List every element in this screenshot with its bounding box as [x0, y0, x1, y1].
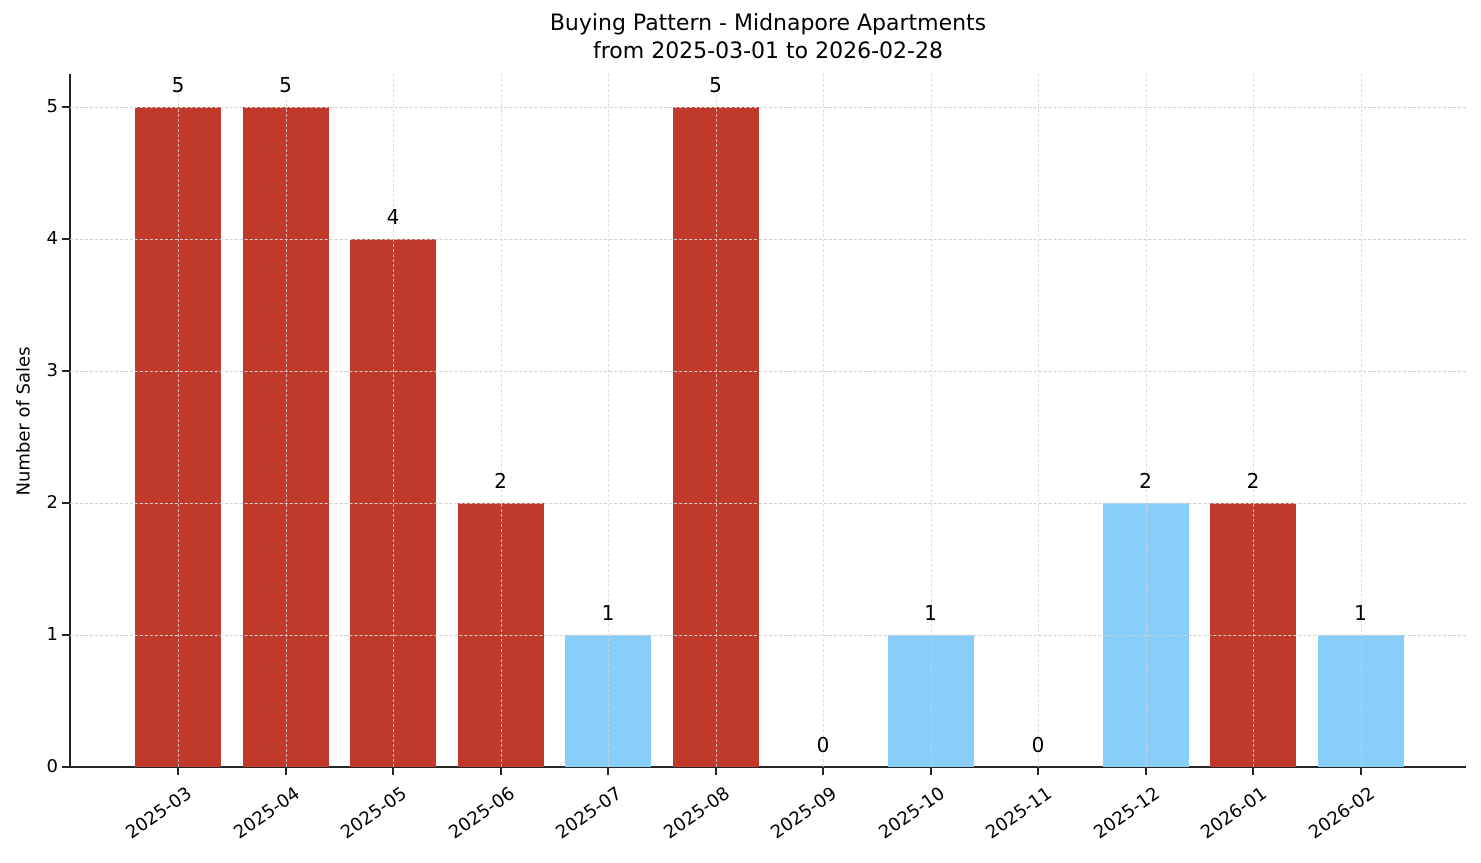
chart-subtitle: from 2025-03-01 to 2026-02-28	[593, 39, 943, 64]
x-gridline	[178, 74, 179, 767]
y-gridline	[70, 503, 1466, 504]
x-tick	[607, 768, 609, 775]
x-gridline	[823, 74, 824, 767]
y-tick-label: 4	[46, 228, 58, 249]
chart-title-line1: Buying Pattern - Midnapore Apartments	[549, 11, 987, 36]
y-gridline	[70, 239, 1466, 240]
x-tick-label: 2025-04	[229, 782, 304, 844]
bar-value-label: 1	[601, 601, 615, 625]
x-gridline	[1146, 74, 1147, 767]
x-tick-label: 2025-05	[337, 782, 411, 844]
x-tick-label: 2025-12	[1089, 782, 1164, 844]
x-tick	[1360, 768, 1362, 775]
x-gridline	[716, 74, 717, 767]
x-tick-label: 2026-01	[1197, 782, 1271, 844]
bar-2025-04	[242, 107, 329, 767]
y-gridline	[70, 635, 1466, 636]
x-tick-label: 2025-07	[552, 782, 626, 844]
bar-2025-08	[672, 107, 759, 767]
y-gridline	[70, 371, 1466, 372]
bar-value-label: 2	[1139, 469, 1152, 493]
y-gridline	[70, 107, 1466, 108]
x-gridline	[393, 74, 394, 767]
bar-value-label: 0	[1031, 733, 1045, 757]
y-tick	[62, 106, 69, 108]
x-tick-label: 2025-10	[874, 782, 949, 844]
x-tick	[177, 768, 179, 775]
x-tick-label: 2026-02	[1304, 782, 1379, 844]
bar-value-label: 4	[386, 205, 400, 229]
x-gridline	[1038, 74, 1039, 767]
y-tick-label: 1	[46, 624, 58, 645]
x-tick-label: 2025-08	[659, 782, 734, 844]
y-tick-label: 2	[46, 492, 58, 513]
x-tick-label: 2025-06	[444, 782, 519, 844]
bar-value-label: 1	[924, 601, 937, 625]
x-tick	[1037, 768, 1039, 775]
x-tick	[285, 768, 287, 775]
x-tick	[1145, 768, 1147, 775]
x-axis-line	[69, 766, 1466, 768]
y-axis-line	[69, 74, 71, 768]
x-gridline	[286, 74, 287, 767]
y-tick-label: 3	[46, 360, 58, 381]
bar-value-label: 0	[816, 733, 830, 757]
bar-value-label: 5	[279, 73, 292, 97]
y-tick	[62, 634, 69, 636]
bar-2025-10	[887, 635, 974, 767]
bar-value-label: 2	[1246, 469, 1260, 493]
x-tick	[822, 768, 824, 775]
y-tick	[62, 502, 69, 504]
x-tick-label: 2025-09	[767, 782, 841, 844]
x-tick-label: 2025-03	[122, 782, 196, 844]
y-tick-label: 5	[46, 96, 58, 117]
x-tick	[1252, 768, 1254, 775]
x-gridline	[931, 74, 932, 767]
bar-value-label: 2	[494, 469, 507, 493]
x-tick-label: 2025-11	[982, 782, 1056, 844]
x-tick	[500, 768, 502, 775]
bar-value-label: 5	[171, 73, 185, 97]
x-gridline	[1253, 74, 1254, 767]
y-tick	[62, 766, 69, 768]
bar-value-label: 1	[1354, 601, 1367, 625]
y-tick-label: 0	[46, 756, 58, 777]
chart-title: Buying Pattern - Midnapore Apartments fr…	[0, 10, 1481, 66]
bar-value-label: 5	[709, 73, 722, 97]
bar-2026-02	[1317, 635, 1404, 767]
y-tick	[62, 238, 69, 240]
x-tick	[392, 768, 394, 775]
x-gridline	[608, 74, 609, 767]
y-tick	[62, 370, 69, 372]
x-gridline	[501, 74, 502, 767]
x-tick	[930, 768, 932, 775]
x-tick	[715, 768, 717, 775]
x-gridline	[1361, 74, 1362, 767]
y-axis-label: Number of Sales	[13, 346, 35, 496]
